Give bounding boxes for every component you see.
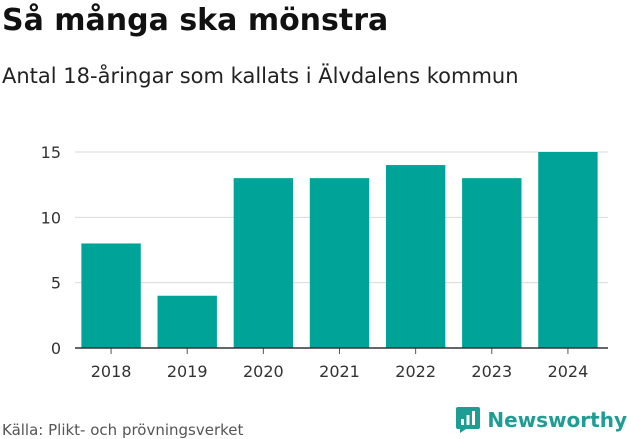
bar-chart: 0 5 10 15 2018 2019 2020 2021 2022 2023 2024 [41, 143, 608, 381]
bar-2024 [538, 152, 598, 348]
x-tick-label-2022: 2022 [395, 362, 436, 381]
bar-2023 [462, 178, 522, 348]
x-tick-label-2019: 2019 [167, 362, 208, 381]
chart-subtitle: Antal 18-åringar som kallats i Älvdalens… [2, 64, 519, 88]
bar-2019 [157, 295, 217, 348]
y-tick-label-0: 0 [51, 339, 61, 358]
x-tick-label-2020: 2020 [243, 362, 284, 381]
chart-title: Så många ska mönstra [2, 3, 389, 38]
bar-2021 [309, 178, 370, 348]
bar-2020 [233, 178, 294, 348]
source-note: Källa: Plikt- och prövningsverket [2, 421, 244, 439]
x-tick-label-2018: 2018 [91, 362, 132, 381]
bar-2022 [385, 165, 446, 348]
brand-logo: Newsworthy [455, 406, 627, 434]
y-tick-label-5: 5 [51, 274, 61, 293]
newsworthy-logo-icon [456, 407, 481, 433]
x-tick-label-2024: 2024 [548, 362, 589, 381]
x-tick-label-2023: 2023 [471, 362, 512, 381]
x-tick-label-2021: 2021 [319, 362, 360, 381]
y-tick-label-15: 15 [41, 143, 61, 162]
brand-name: Newsworthy [487, 408, 627, 432]
bar-2018 [81, 243, 141, 348]
y-tick-label-10: 10 [41, 208, 61, 227]
